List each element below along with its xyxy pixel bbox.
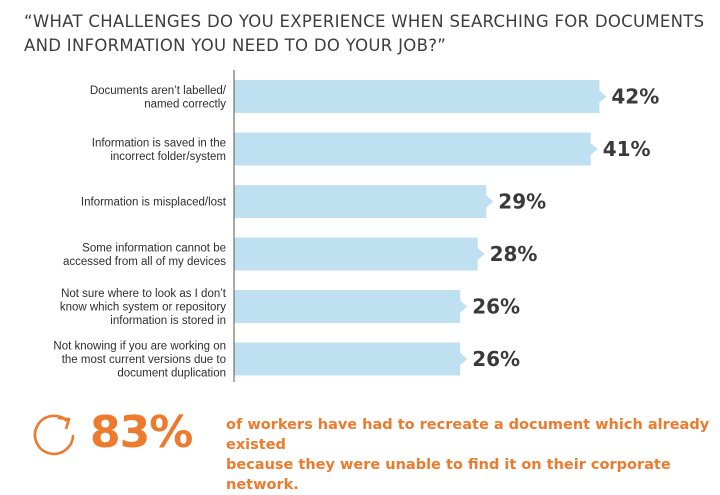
footer-stat: 83% of workers have had to recreate a do… [28, 405, 718, 493]
category-label-0: Documents aren’t labelled/named correctl… [90, 85, 227, 111]
category-label-3: Some information cannot be accessed from … [63, 242, 226, 268]
bar-1 [234, 132, 598, 166]
category-label-2: Information is misplaced/lost [81, 197, 227, 209]
category-label-4: Not sure where to look as I don’t know wh… [60, 288, 227, 327]
value-label-0: 42% [611, 85, 659, 109]
chart-title: “WHAT CHALLENGES DO YOU EXPERIENCE WHEN … [24, 12, 705, 55]
category-label-1: Information is saved in the incorrect fol… [92, 137, 226, 163]
big-stat-value: 83% [90, 407, 193, 458]
stat-description: of workers have had to recreate a docume… [226, 417, 710, 493]
value-label-5: 26% [472, 347, 520, 371]
bar-chart: 42% Documents aren’t labelled/named corre… [53, 70, 659, 382]
bar-3 [234, 237, 485, 271]
bar-4 [234, 290, 468, 323]
bar-5 [234, 342, 468, 376]
bar-0 [234, 80, 607, 113]
value-label-2: 29% [498, 190, 546, 214]
value-label-1: 41% [603, 137, 651, 161]
value-label-3: 28% [490, 242, 538, 266]
cycle-arrow-icon [33, 414, 75, 456]
category-label-5: Not knowing if you are working on the mos… [53, 341, 226, 380]
value-label-4: 26% [472, 295, 520, 319]
bar-2 [234, 185, 494, 218]
